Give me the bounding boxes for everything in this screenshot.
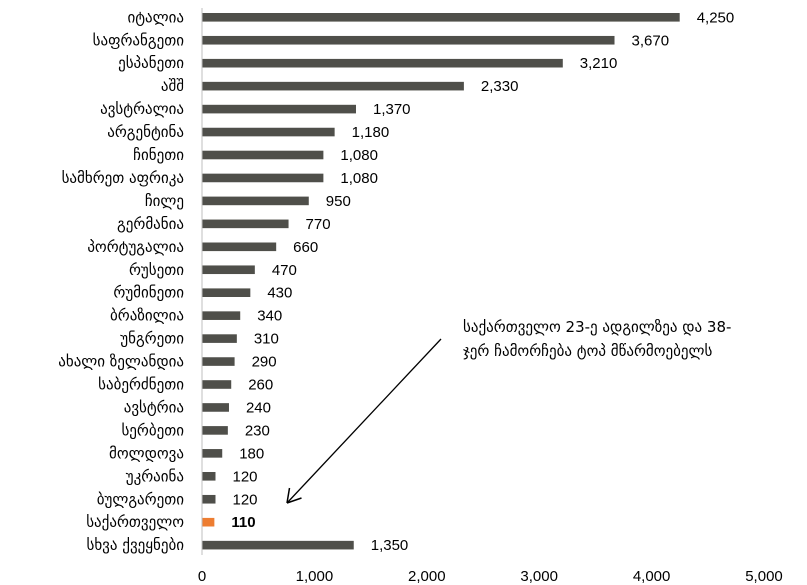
bar-14 <box>202 311 241 320</box>
bar-12 <box>202 265 255 275</box>
category-label-8: სამხრეთ აფრიკა <box>62 169 184 187</box>
bar-3 <box>202 58 563 68</box>
annotation-line-1: საქართველო 23-ე ადგილზეა და 38- <box>463 318 731 336</box>
annotation-arrowhead-icon <box>286 487 302 504</box>
value-label-11: 660 <box>293 239 318 256</box>
value-label-20: 180 <box>239 445 264 462</box>
bar-7 <box>202 150 324 160</box>
bar-16 <box>202 357 235 366</box>
value-label-4: 2,330 <box>481 78 519 95</box>
value-label-24: 1,350 <box>371 537 409 554</box>
value-label-23: 110 <box>231 514 255 531</box>
category-label-14: ბრაზილია <box>110 307 184 325</box>
category-label-20: მოლდოვა <box>109 444 184 462</box>
value-label-1: 4,250 <box>697 9 735 26</box>
x-tick-label-5: 4,000 <box>633 568 671 585</box>
bar-4 <box>202 81 464 91</box>
bar-9 <box>202 196 309 206</box>
bar-11 <box>202 242 277 252</box>
bar-18 <box>202 403 229 412</box>
value-label-21: 120 <box>232 468 257 485</box>
category-label-1: იტალია <box>127 8 184 26</box>
value-label-8: 1,080 <box>340 170 378 187</box>
value-label-16: 290 <box>252 354 277 371</box>
category-label-21: უკრაინა <box>126 467 184 485</box>
value-label-22: 120 <box>232 491 257 508</box>
value-label-10: 770 <box>306 216 331 233</box>
category-label-10: გერმანია <box>117 215 184 233</box>
bar-21 <box>202 472 216 481</box>
category-label-3: ესპანეთი <box>118 54 184 72</box>
x-tick-label-1: 0 <box>198 568 206 585</box>
x-tick-label-4: 3,000 <box>520 568 558 585</box>
value-label-9: 950 <box>326 193 351 210</box>
bar-5 <box>202 104 356 114</box>
bars-group <box>202 13 680 550</box>
bar-23 <box>202 517 215 527</box>
bar-6 <box>202 127 335 137</box>
value-labels-group: 4,250 3,670 3,210 2,330 1,370 1,180 1,080 1,080… <box>231 9 734 554</box>
value-label-12: 470 <box>272 262 297 279</box>
value-label-19: 230 <box>245 422 270 439</box>
bar-8 <box>202 173 324 183</box>
category-label-24: სხვა ქვეყნები <box>87 536 185 554</box>
annotation: საქართველო 23-ე ადგილზეა და 38- ჯერ ჩამო… <box>286 318 731 504</box>
category-labels-group: იტალია საფრანგეთი ესპანეთი აშშ ავსტრალია არგე… <box>58 8 184 554</box>
x-tick-label-6: 5,000 <box>745 568 783 585</box>
bar-13 <box>202 288 251 297</box>
annotation-arrow-line <box>286 338 442 504</box>
bar-20 <box>202 449 223 458</box>
value-label-17: 260 <box>248 377 273 394</box>
category-label-4: აშშ <box>161 77 184 95</box>
category-label-5: ავსტრალია <box>100 100 184 118</box>
bar-2 <box>202 35 615 45</box>
category-label-15: უნგრეთი <box>120 330 184 348</box>
category-label-12: რუსეთი <box>129 261 184 279</box>
value-label-2: 3,670 <box>632 32 670 49</box>
category-label-23: საქართველო <box>86 513 184 531</box>
value-label-13: 430 <box>267 285 292 302</box>
value-label-18: 240 <box>246 399 271 416</box>
value-label-7: 1,080 <box>340 147 378 164</box>
value-label-15: 310 <box>254 331 279 348</box>
value-label-5: 1,370 <box>373 101 411 118</box>
x-tick-label-2: 1,000 <box>296 568 334 585</box>
category-label-22: ბულგარეთი <box>97 490 184 508</box>
category-label-6: არგენტინა <box>107 123 184 141</box>
category-label-16: ახალი ზელანდია <box>58 353 184 371</box>
category-label-18: ავსტრია <box>124 398 184 416</box>
category-label-11: პორტუგალია <box>87 238 184 256</box>
category-label-19: სერბეთი <box>121 421 184 439</box>
x-tick-labels-group: 0 1,000 2,000 3,000 4,000 5,000 <box>198 568 783 585</box>
category-label-2: საფრანგეთი <box>93 31 185 49</box>
value-label-3: 3,210 <box>580 55 618 72</box>
category-label-13: რუმინეთი <box>113 284 184 302</box>
category-label-7: ჩინეთი <box>133 146 184 164</box>
category-label-17: საბერძნეთი <box>98 376 184 394</box>
value-label-6: 1,180 <box>352 124 390 141</box>
annotation-line-2: ჯერ ჩამორჩება ტოპ მწარმოებელს <box>463 342 713 360</box>
bar-10 <box>202 219 289 229</box>
bar-19 <box>202 426 228 435</box>
bar-17 <box>202 380 232 389</box>
x-tick-label-3: 2,000 <box>408 568 446 585</box>
bar-15 <box>202 334 237 343</box>
bar-24 <box>202 540 354 550</box>
category-label-9: ჩილე <box>145 192 184 210</box>
bar-1 <box>202 13 680 22</box>
bar-22 <box>202 494 216 504</box>
value-label-14: 340 <box>257 308 282 325</box>
